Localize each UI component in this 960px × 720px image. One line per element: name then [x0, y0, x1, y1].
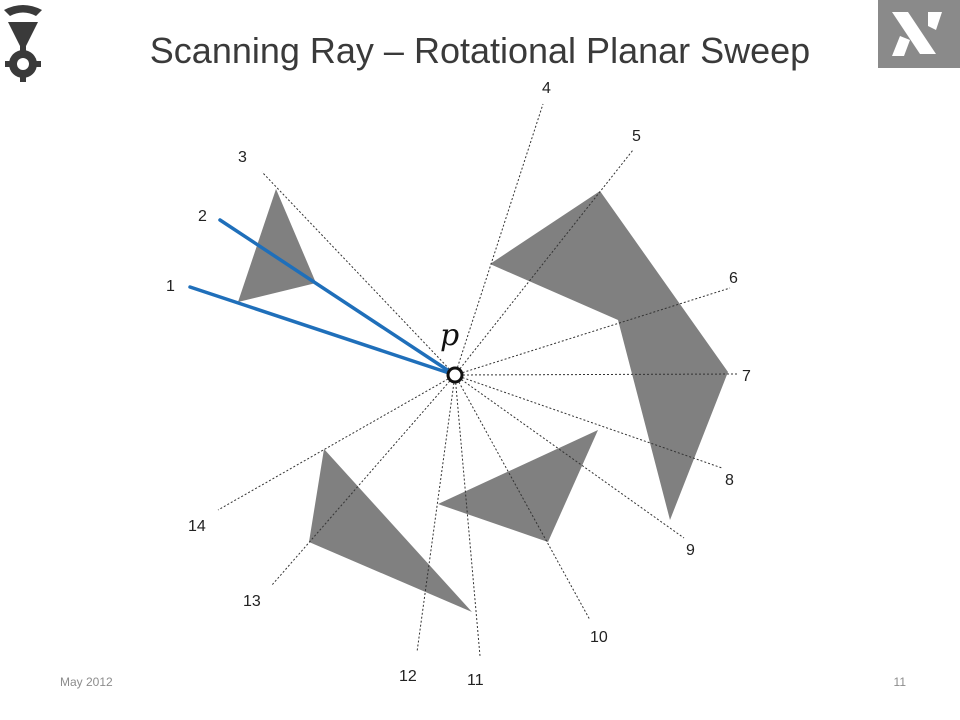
ray-label-10: 10	[590, 629, 608, 646]
ray-3	[261, 171, 456, 376]
ray-label-13: 13	[243, 593, 261, 610]
technion-logo-icon	[4, 5, 42, 82]
obstacle-triangle-lower-left	[309, 449, 472, 612]
ray-label-2: 2	[198, 208, 207, 225]
slide-title: Scanning Ray – Rotational Planar Sweep	[149, 30, 811, 71]
ray-label-6: 6	[729, 270, 738, 287]
ray-9	[454, 374, 685, 539]
ray-label-1: 1	[166, 278, 175, 295]
ray-6	[454, 287, 731, 376]
obstacle-triangle-upper-left	[238, 189, 316, 302]
ray-label-4: 4	[542, 80, 551, 97]
ray-7	[454, 373, 739, 376]
ray-10	[454, 374, 591, 621]
ray-1	[188, 285, 457, 377]
obstacle-polygon-right	[490, 191, 728, 520]
footer-date: May 2012	[60, 675, 113, 689]
ray-12	[416, 374, 456, 653]
ray-8	[454, 374, 723, 469]
ray-label-11: 11	[467, 672, 484, 689]
ray-label-14: 14	[188, 518, 206, 535]
ray-11	[454, 374, 481, 657]
ray-4	[454, 103, 544, 376]
point-p-label: p	[440, 318, 459, 353]
ray-label-9: 9	[686, 542, 695, 559]
ray-label-12: 12	[399, 668, 417, 685]
page-number: 11	[893, 675, 906, 689]
ray-label-7: 7	[742, 368, 751, 385]
department-logo-icon	[878, 0, 960, 68]
ray-13	[271, 374, 456, 586]
ray-label-3: 3	[238, 149, 247, 166]
point-p	[446, 366, 464, 384]
ray-label-8: 8	[725, 472, 734, 489]
ray-2	[218, 218, 457, 377]
obstacle-triangle-lower-middle	[438, 430, 598, 542]
ray-label-5: 5	[632, 128, 641, 145]
ray-14	[217, 374, 456, 511]
